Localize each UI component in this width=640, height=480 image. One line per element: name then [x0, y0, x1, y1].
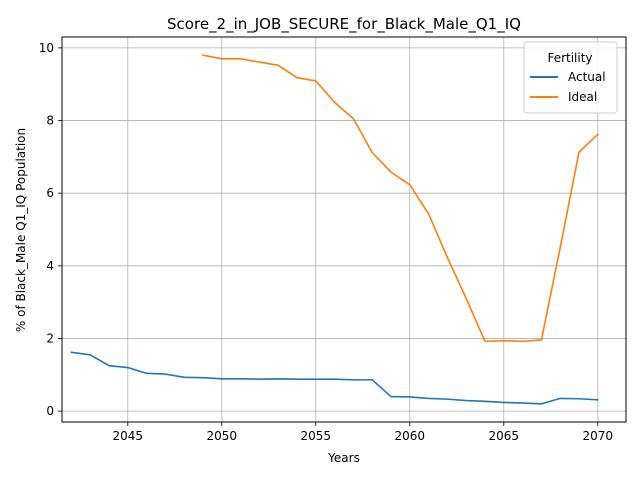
- y-tick-label: 6: [46, 186, 54, 200]
- axis-ticks: 2045 2050 2055 2060 2065 2070 0 2 4 6 8 10: [39, 41, 613, 443]
- series-line-ideal: [202, 54, 599, 343]
- legend-label-actual: Actual: [568, 70, 606, 84]
- y-tick-label: 4: [46, 259, 54, 273]
- y-tick-label: 10: [39, 41, 54, 55]
- y-tick-label: 2: [46, 331, 54, 345]
- chart-title: Score_2_in_JOB_SECURE_for_Black_Male_Q1_…: [167, 15, 521, 34]
- x-tick-label: 2050: [207, 429, 238, 443]
- legend-box: [523, 41, 618, 114]
- series-line-actual: [70, 351, 599, 405]
- series-layer: [70, 54, 599, 405]
- y-axis-label: % of Black_Male Q1_IQ Population: [14, 128, 28, 332]
- legend-title: Fertility: [547, 51, 592, 65]
- legend-label-ideal: Ideal: [568, 90, 597, 104]
- x-tick-label: 2070: [583, 429, 614, 443]
- y-tick-label: 0: [46, 404, 54, 418]
- y-tick-label: 8: [46, 114, 54, 128]
- x-tick-label: 2065: [489, 429, 520, 443]
- x-tick-label: 2060: [395, 429, 426, 443]
- x-tick-label: 2045: [113, 429, 144, 443]
- x-axis-label: Years: [327, 451, 360, 465]
- plot-frame: [61, 36, 627, 423]
- legend: Fertility Actual Ideal: [523, 41, 618, 114]
- x-tick-label: 2055: [301, 429, 332, 443]
